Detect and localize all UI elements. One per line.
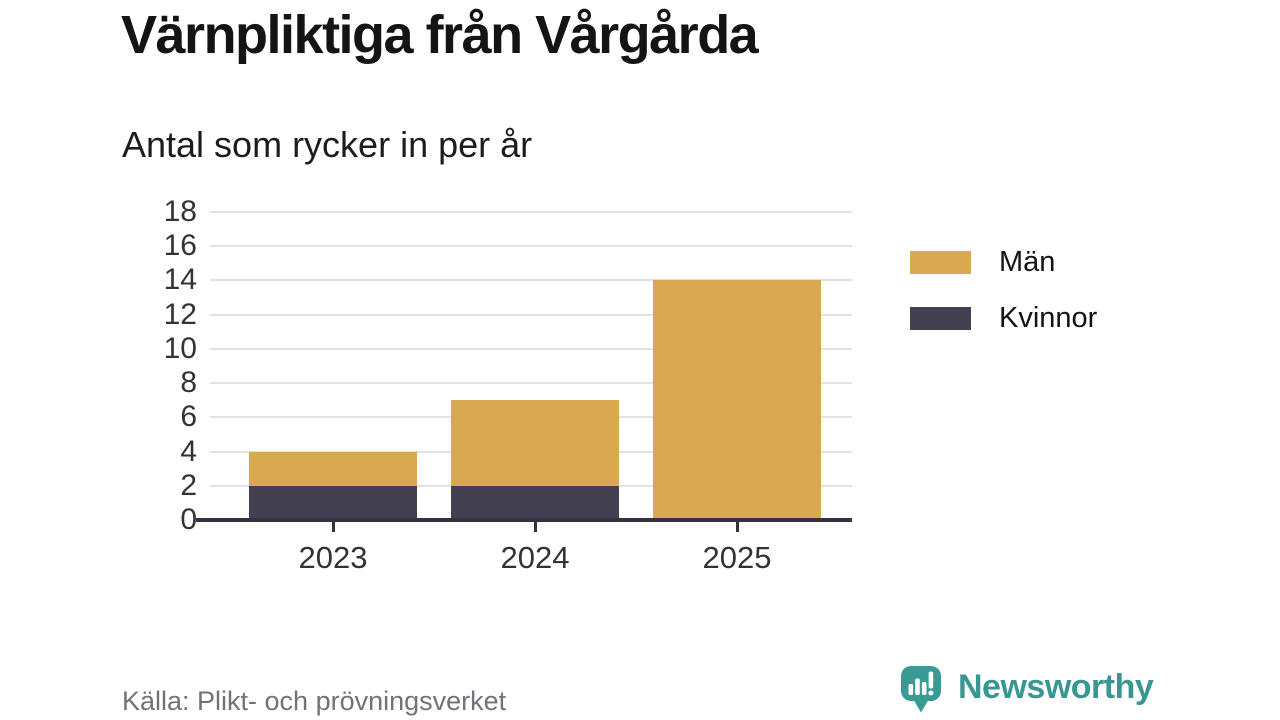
y-axis-label: 2	[180, 468, 197, 502]
y-axis-label: 16	[163, 229, 197, 263]
gridline	[210, 382, 852, 385]
y-axis-label: 4	[180, 434, 197, 468]
chart-subtitle: Antal som rycker in per år	[122, 124, 533, 165]
legend: Män Kvinnor	[910, 246, 1097, 335]
x-axis-line	[196, 518, 852, 522]
y-axis-label: 8	[180, 366, 197, 400]
newsworthy-speech-bubble-icon	[901, 666, 941, 713]
bar-segment-kvinnor	[451, 485, 619, 520]
x-axis-tick	[533, 522, 537, 532]
y-axis-label: 12	[163, 297, 197, 331]
x-axis-tick	[735, 522, 739, 532]
legend-label-kvinnor: Kvinnor	[999, 302, 1098, 334]
source-note: Källa: Plikt- och prövningsverket	[122, 686, 507, 716]
x-axis-label: 2024	[500, 540, 570, 575]
legend-label-man: Män	[999, 246, 1056, 278]
gridline	[210, 313, 852, 316]
newsworthy-logo: Newsworthy	[901, 666, 1154, 714]
newsworthy-wordmark: Newsworthy	[958, 667, 1154, 706]
bar-segment-man	[249, 451, 417, 486]
bar-segment-kvinnor	[249, 485, 417, 520]
legend-swatch-kvinnor	[910, 307, 971, 330]
bar-2023	[249, 451, 417, 520]
bar-segment-man	[451, 400, 619, 486]
y-axis-label: 10	[163, 331, 197, 365]
x-axis-label: 2025	[702, 540, 772, 575]
legend-item-man: Män	[910, 246, 1097, 279]
y-axis-label: 0	[180, 503, 197, 536]
chart-title: Värnpliktiga från Vårgårda	[121, 5, 759, 65]
legend-item-kvinnor: Kvinnor	[910, 302, 1097, 335]
bar-segment-man	[653, 280, 821, 520]
x-axis-label: 2023	[298, 540, 368, 575]
gridline	[210, 279, 852, 282]
bar-2025	[653, 280, 821, 520]
y-axis-label: 18	[163, 195, 197, 228]
gridline	[210, 347, 852, 350]
gridline	[210, 211, 852, 213]
legend-swatch-man	[910, 251, 971, 274]
x-axis-tick	[331, 522, 335, 532]
bar-2024	[451, 400, 619, 520]
y-axis-label: 14	[163, 263, 197, 297]
gridline	[210, 245, 852, 248]
y-axis-label: 6	[180, 400, 197, 434]
